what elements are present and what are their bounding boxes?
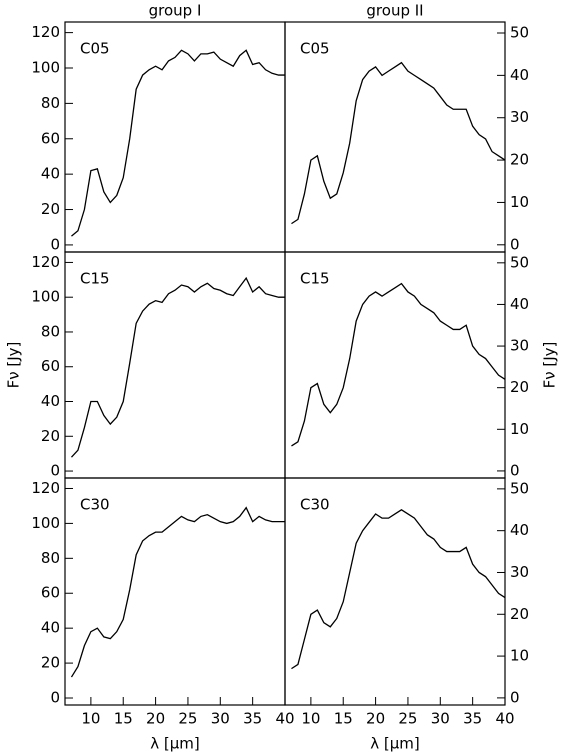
- y-tick-label: 20: [510, 151, 529, 169]
- y-tick-label: 50: [510, 24, 529, 42]
- spectrum-line: [70, 276, 285, 458]
- y-tick-label: 10: [510, 193, 529, 211]
- y-axis-label: Fν [Jy]: [541, 342, 559, 389]
- y-tick-label: 20: [41, 200, 60, 218]
- y-tick-label: 10: [510, 647, 529, 665]
- panel-frame: [284, 477, 506, 706]
- y-tick-label: 20: [510, 378, 529, 396]
- y-tick-label: 100: [31, 514, 60, 532]
- y-tick-label: 0: [510, 235, 520, 253]
- x-axis-label: λ [μm]: [150, 735, 200, 753]
- x-tick-label: 20: [146, 710, 165, 728]
- y-tick-label: 0: [50, 462, 60, 480]
- y-tick-label: 0: [50, 689, 60, 707]
- panel-label: C30: [300, 496, 330, 514]
- y-tick-label: 40: [41, 619, 60, 637]
- x-tick-label: 35: [463, 710, 482, 728]
- y-tick-label: 40: [510, 295, 529, 313]
- y-tick-label: 40: [510, 66, 529, 84]
- y-tick-label: 80: [41, 322, 60, 340]
- y-tick-label: 60: [41, 357, 60, 375]
- y-tick-label: 40: [510, 521, 529, 539]
- y-tick-label: 100: [31, 59, 60, 77]
- x-tick-label: 20: [366, 710, 385, 728]
- y-tick-label: 80: [41, 549, 60, 567]
- y-tick-label: 50: [510, 479, 529, 497]
- x-tick-label: 30: [431, 710, 450, 728]
- y-tick-label: 60: [41, 129, 60, 147]
- panel-label: C15: [300, 270, 330, 288]
- y-tick-label: 80: [41, 94, 60, 112]
- y-tick-label: 60: [41, 584, 60, 602]
- y-tick-label: 20: [41, 427, 60, 445]
- y-tick-label: 10: [510, 420, 529, 438]
- y-tick-label: 0: [510, 688, 520, 706]
- x-tick-label: 25: [398, 710, 417, 728]
- spectrum-line: [291, 282, 506, 447]
- y-tick-label: 30: [510, 337, 529, 355]
- y-tick-label: 100: [31, 288, 60, 306]
- panel-label: C15: [80, 270, 110, 288]
- panel-label: C30: [80, 496, 110, 514]
- x-tick-label: 15: [114, 710, 133, 728]
- spectrum-line: [70, 506, 285, 678]
- panel-label: C05: [300, 40, 330, 58]
- y-tick-label: 20: [41, 654, 60, 672]
- x-tick-label: 30: [211, 710, 230, 728]
- y-tick-label: 40: [41, 392, 60, 410]
- x-tick-label: 10: [301, 710, 320, 728]
- y-tick-label: 0: [50, 235, 60, 253]
- x-tick-label: 15: [334, 710, 353, 728]
- y-axis-label: Fν [Jy]: [5, 342, 23, 389]
- panel-label: C05: [80, 40, 110, 58]
- y-tick-label: 120: [31, 253, 60, 271]
- y-tick-label: 50: [510, 253, 529, 271]
- x-tick-label: 25: [178, 710, 197, 728]
- column-title: group II: [366, 2, 423, 20]
- y-tick-label: 120: [31, 479, 60, 497]
- x-tick-label: 40: [495, 710, 514, 728]
- x-tick-label: 35: [243, 710, 262, 728]
- y-tick-label: 30: [510, 563, 529, 581]
- y-tick-label: 0: [510, 461, 520, 479]
- spectrum-line: [291, 61, 506, 225]
- spectrum-line: [71, 49, 285, 237]
- y-tick-label: 40: [41, 165, 60, 183]
- y-tick-label: 120: [31, 23, 60, 41]
- x-axis-label: λ [μm]: [370, 735, 420, 753]
- spectrum-line: [291, 508, 506, 670]
- column-title: group I: [149, 2, 202, 20]
- y-tick-label: 30: [510, 108, 529, 126]
- x-tick-label: 10: [81, 710, 100, 728]
- y-tick-label: 20: [510, 605, 529, 623]
- x-tick-label: 40: [275, 710, 294, 728]
